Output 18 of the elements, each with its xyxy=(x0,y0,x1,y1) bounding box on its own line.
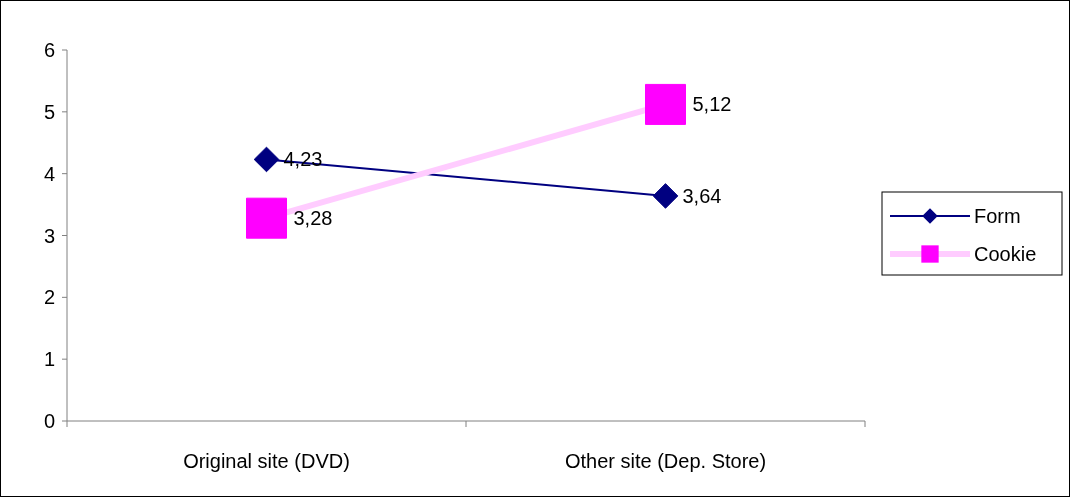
y-tick-label: 6 xyxy=(43,39,55,61)
data-label: 3,28 xyxy=(293,207,333,230)
x-tick-label: Other site (Dep. Store) xyxy=(564,450,767,472)
y-tick-label: 0 xyxy=(43,410,55,432)
y-tick-label: 1 xyxy=(43,348,55,371)
data-label: 3,64 xyxy=(682,184,722,207)
point xyxy=(652,183,679,209)
y-tick-label: 3 xyxy=(43,224,55,247)
x-tick-label: Original site (DVD) xyxy=(183,450,350,472)
y-tick-label: 2 xyxy=(43,286,55,309)
y-tick-label: 5 xyxy=(43,100,55,123)
data-label: 5,12 xyxy=(692,93,732,116)
point xyxy=(246,197,287,239)
legend-label: Form xyxy=(974,205,1021,227)
y-tick-label: 4 xyxy=(43,162,55,185)
point xyxy=(645,83,686,125)
point xyxy=(253,146,280,173)
legend-label: Cookie xyxy=(974,243,1037,265)
